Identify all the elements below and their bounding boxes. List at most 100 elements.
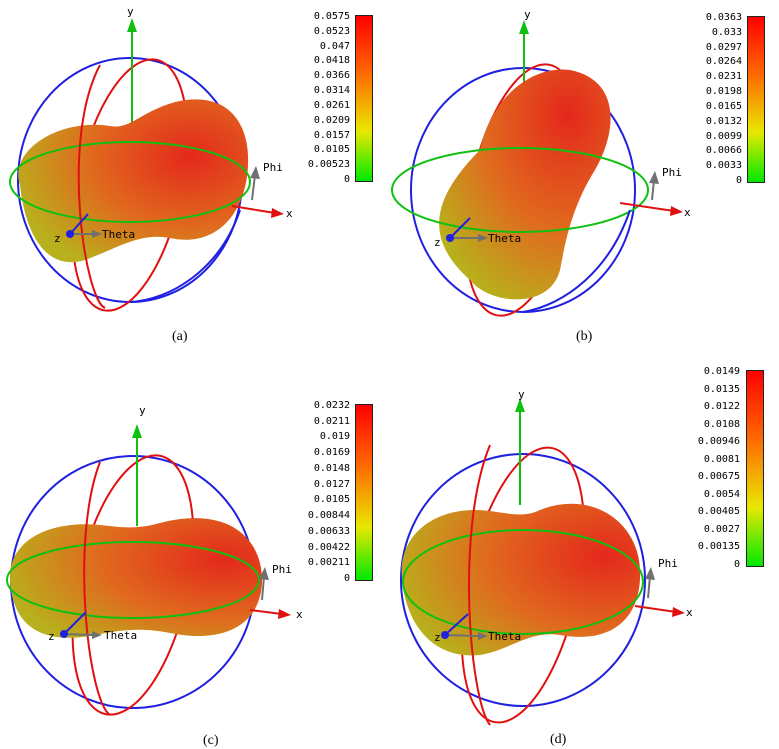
colorbar-ticks: 0.0575 0.0523 0.047 0.0418 0.0366 0.0314 0.026… — [286, 11, 350, 186]
colorbar — [746, 370, 764, 567]
panel-d: y x z Theta Phi 0.0149 0.0135 0.0122 0.0108… — [390, 360, 779, 749]
radiation-lobe — [401, 503, 641, 656]
blue-circle — [400, 453, 646, 707]
y-axis-label: y — [127, 5, 134, 18]
colorbar-tick-label: 0.00523 — [307, 159, 350, 170]
colorbar-tick-label: 0.0081 — [703, 454, 740, 465]
panel-b: y x z Theta Phi 0.0363 0.033 0.0297 0.0264 0… — [390, 0, 779, 350]
phi-label: Phi — [272, 563, 292, 576]
colorbar — [355, 404, 373, 581]
colorbar-tick-label: 0.0314 — [313, 85, 350, 96]
colorbar-tick-label: 0.0135 — [703, 384, 740, 395]
colorbar — [355, 15, 373, 182]
colorbar-tick-label: 0.047 — [319, 41, 350, 52]
theta-label: Theta — [488, 232, 522, 245]
colorbar-tick-label: 0.00675 — [697, 471, 740, 482]
y-axis-label: y — [139, 404, 146, 417]
colorbar-tick-label: 0.0261 — [313, 100, 350, 111]
colorbar-tick-label: 0.0366 — [313, 70, 350, 81]
colorbar-tick-label: 0.0033 — [705, 160, 742, 171]
colorbar-tick-label: 0.0054 — [703, 489, 740, 500]
theta-label: Theta — [488, 630, 522, 643]
colorbar-ticks: 0.0232 0.0211 0.019 0.0169 0.0148 0.0127 0.010… — [288, 400, 350, 585]
colorbar-tick-label: 0.0148 — [313, 463, 350, 474]
colorbar-tick-label: 0.0211 — [313, 416, 350, 427]
colorbar-tick-label: 0.0099 — [705, 131, 742, 142]
colorbar-tick-label: 0 — [733, 559, 740, 570]
colorbar-tick-label: 0.00135 — [697, 541, 740, 552]
green-circle — [9, 141, 251, 223]
colorbar-tick-label: 0.0232 — [313, 400, 350, 411]
colorbar-tick-label: 0.019 — [319, 431, 350, 442]
colorbar-tick-label: 0.0105 — [313, 144, 350, 155]
colorbar — [747, 16, 765, 183]
panel-c: y x z Theta Phi 0.0232 0.0211 0.019 0.0169 0… — [0, 390, 390, 749]
colorbar-tick-label: 0.00946 — [697, 436, 740, 447]
colorbar-tick-label: 0.00422 — [307, 542, 350, 553]
z-axis-label: z — [434, 236, 441, 249]
x-axis — [231, 205, 276, 214]
radiation-lobe — [18, 99, 249, 263]
x-axis — [634, 605, 677, 613]
colorbar-tick-label: 0.0066 — [705, 145, 742, 156]
green-circle — [391, 147, 649, 233]
caption-c: (c) — [203, 733, 219, 748]
z-axis-label: z — [48, 630, 55, 643]
colorbar-tick-label: 0.0149 — [703, 366, 740, 377]
caption-a: (a) — [172, 329, 188, 344]
caption-b: (b) — [576, 329, 593, 344]
colorbar-tick-label: 0.0157 — [313, 130, 350, 141]
green-circle — [402, 529, 644, 635]
colorbar-tick-label: 0.0231 — [705, 71, 742, 82]
radiation-pattern-b — [391, 20, 683, 317]
x-axis-label: x — [296, 608, 303, 621]
colorbar-tick-label: 0.0108 — [703, 419, 740, 430]
colorbar-tick-label: 0.0523 — [313, 26, 350, 37]
colorbar-tick-label: 0.0165 — [705, 101, 742, 112]
colorbar-tick-label: 0.0209 — [313, 115, 350, 126]
x-axis-label: x — [684, 206, 691, 219]
radiation-pattern-a — [9, 18, 284, 312]
colorbar-tick-label: 0.033 — [711, 27, 742, 38]
colorbar-tick-label: 0.0363 — [705, 12, 742, 23]
green-circle — [6, 541, 260, 619]
colorbar-tick-label: 0.00405 — [697, 506, 740, 517]
colorbar-tick-label: 0.0169 — [313, 447, 350, 458]
theta-label: Theta — [104, 629, 138, 642]
colorbar-tick-label: 0.0127 — [313, 479, 350, 490]
theta-label: Theta — [102, 228, 136, 241]
colorbar-tick-label: 0 — [343, 174, 350, 185]
x-axis-label: x — [286, 207, 293, 220]
colorbar-ticks: 0.0149 0.0135 0.0122 0.0108 0.00946 0.0081 0.0… — [676, 366, 740, 571]
y-axis-label: y — [518, 388, 525, 401]
phi-label: Phi — [263, 161, 283, 174]
colorbar-tick-label: 0.0575 — [313, 11, 350, 22]
phi-label: Phi — [662, 166, 682, 179]
colorbar-tick-label: 0 — [343, 573, 350, 584]
radiation-lobe — [439, 69, 611, 300]
phi-label: Phi — [658, 557, 678, 570]
colorbar-tick-label: 0.00633 — [307, 526, 350, 537]
colorbar-tick-label: 0.0198 — [705, 86, 742, 97]
colorbar-tick-label: 0.0264 — [705, 56, 742, 67]
colorbar-ticks: 0.0363 0.033 0.0297 0.0264 0.0231 0.0198 0.016… — [678, 12, 742, 187]
radiation-pattern-d — [400, 398, 685, 726]
colorbar-tick-label: 0.0122 — [703, 401, 740, 412]
x-axis — [619, 202, 675, 212]
colorbar-tick-label: 0.00844 — [307, 510, 350, 521]
colorbar-tick-label: 0.0027 — [703, 524, 740, 535]
panel-a: y x z Theta Phi 0.0575 0.0523 0.047 0.0418 0… — [0, 0, 390, 350]
x-axis — [249, 609, 283, 615]
colorbar-tick-label: 0.0105 — [313, 494, 350, 505]
y-axis-label: y — [524, 8, 531, 21]
radiation-pattern-c — [6, 424, 291, 716]
caption-d: (d) — [550, 732, 567, 747]
radiation-lobe — [9, 518, 262, 638]
z-axis-label: z — [434, 631, 441, 644]
z-axis-label: z — [54, 232, 61, 245]
colorbar-tick-label: 0.0297 — [705, 42, 742, 53]
colorbar-tick-label: 0 — [735, 175, 742, 186]
colorbar-tick-label: 0.00211 — [307, 557, 350, 568]
colorbar-tick-label: 0.0132 — [705, 116, 742, 127]
colorbar-tick-label: 0.0418 — [313, 55, 350, 66]
